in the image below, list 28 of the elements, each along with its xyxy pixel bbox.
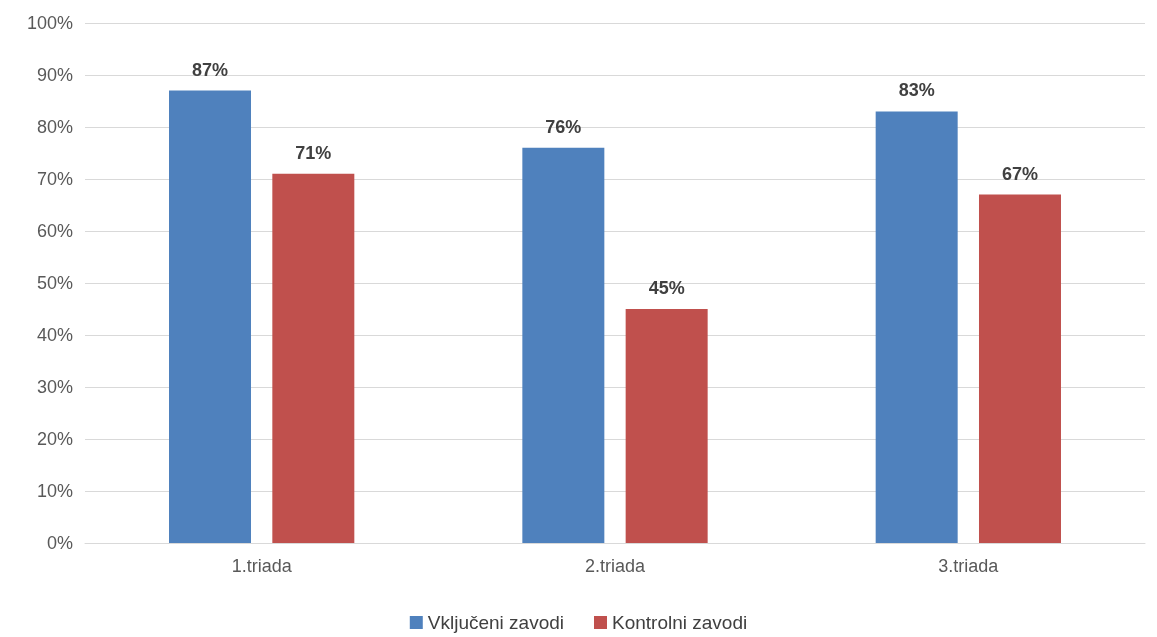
y-tick-label: 50%	[36, 273, 73, 293]
data-label: 67%	[1001, 163, 1039, 184]
y-tick-label: 80%	[36, 117, 73, 137]
data-label: 45%	[648, 278, 685, 298]
x-tick-label: 2.triada	[584, 556, 646, 576]
data-label: 87%	[191, 59, 229, 80]
bar	[978, 194, 1061, 543]
legend-label: Vključeni zavodi	[427, 612, 565, 633]
y-tick-label: 70%	[36, 169, 73, 189]
bar	[522, 147, 605, 543]
legend-label: Kontrolni zavodi	[612, 612, 748, 633]
data-label: 83%	[898, 80, 935, 101]
y-tick-label: 40%	[36, 325, 73, 345]
y-tick-label: 100%	[26, 13, 73, 33]
bar	[625, 309, 708, 543]
bar	[169, 90, 252, 543]
bar	[272, 173, 355, 543]
y-tick-label: 20%	[36, 429, 73, 449]
data-label: 71%	[295, 142, 332, 163]
y-tick-label: 10%	[36, 481, 73, 501]
y-tick-label: 60%	[36, 221, 73, 241]
y-tick-label: 0%	[46, 533, 73, 553]
y-tick-label: 90%	[36, 65, 73, 85]
x-tick-label: 1.triada	[231, 556, 293, 576]
y-tick-label: 30%	[36, 377, 73, 397]
x-tick-label: 3.triada	[938, 556, 1000, 576]
bar	[875, 111, 958, 543]
data-label: 76%	[545, 116, 582, 137]
